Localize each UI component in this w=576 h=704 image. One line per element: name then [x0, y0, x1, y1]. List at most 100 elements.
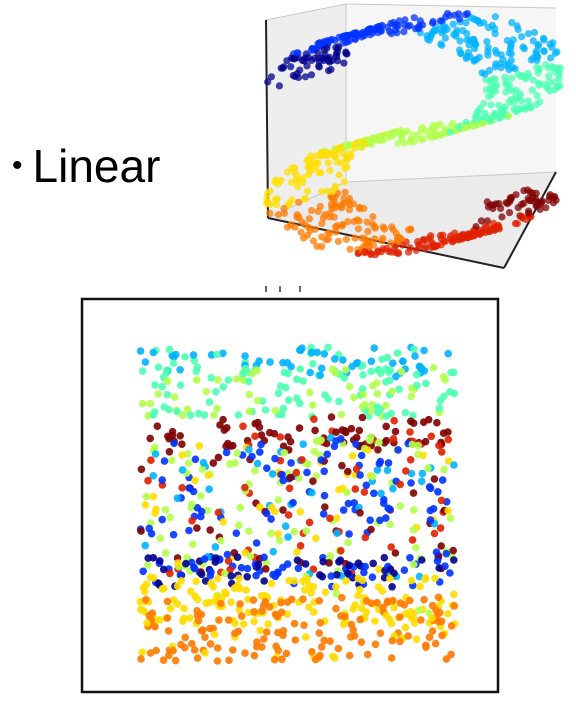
s-curve-point: [446, 128, 454, 136]
embedding-point: [442, 655, 451, 663]
bullet-label: Linear: [32, 140, 161, 192]
embedding-point: [190, 563, 198, 572]
s-curve-point: [351, 234, 359, 242]
s-curve-point: [277, 64, 285, 72]
s-curve-point: [317, 149, 325, 157]
embedding-point: [279, 404, 288, 413]
embedding-point: [358, 413, 367, 422]
s-curve-point: [488, 21, 496, 29]
embedding-point: [200, 555, 209, 563]
embedding-point: [369, 381, 377, 390]
embedding-point: [416, 363, 424, 371]
embedding-point: [409, 526, 418, 534]
s-curve-point: [463, 29, 471, 38]
s-curve-point: [513, 94, 521, 103]
embedding-point: [347, 620, 356, 629]
embedding-point: [233, 449, 241, 457]
embedding-point: [204, 471, 213, 479]
s-curve-point: [494, 221, 502, 229]
s-curve-point: [533, 101, 541, 109]
embedding-point: [374, 446, 382, 454]
embedding-point: [447, 622, 456, 630]
s-curve-point: [533, 92, 541, 100]
embedding-point: [258, 607, 266, 615]
embedding-point: [357, 604, 366, 613]
embedding-point: [357, 451, 366, 460]
embedding-point: [217, 537, 225, 545]
s-curve-point: [470, 35, 478, 44]
embedding-point: [400, 601, 409, 609]
embedding-point: [440, 465, 448, 474]
embedding-point: [371, 617, 379, 625]
embedding-point: [277, 598, 285, 607]
embedding-point: [185, 526, 193, 535]
s-curve-point: [306, 227, 314, 235]
s-curve-point: [406, 21, 414, 30]
s-curve-point: [287, 221, 295, 229]
embedding-point: [311, 655, 320, 664]
embedding-point: [286, 437, 295, 446]
s-curve-point: [322, 38, 330, 46]
embedding-point: [236, 503, 245, 512]
embedding-point: [401, 408, 410, 417]
embedding-point: [229, 646, 237, 654]
s-curve-point: [535, 79, 543, 87]
s-curve-point: [340, 178, 348, 186]
s-curve-point: [483, 223, 491, 231]
embedding-point: [397, 368, 406, 376]
s-curve-point: [524, 30, 533, 38]
s-curve-point: [505, 49, 513, 57]
embedding-point: [321, 503, 329, 511]
s-curve-point: [283, 57, 291, 65]
s-curve-point: [508, 74, 516, 82]
embedding-point: [173, 494, 182, 502]
embedding-point: [387, 654, 396, 662]
s-curve-point: [353, 216, 361, 224]
s-curve-point: [493, 49, 501, 57]
embedding-point: [142, 492, 151, 501]
embedding-point: [382, 436, 391, 445]
s-curve-point: [346, 245, 354, 253]
s-curve-point: [365, 237, 373, 245]
embedding-point: [384, 504, 393, 513]
embedding-point: [219, 415, 227, 424]
embedding-point: [149, 554, 158, 562]
embedding-point: [356, 615, 364, 624]
embedding-point: [235, 605, 243, 614]
s-curve-point: [331, 223, 340, 231]
embedding-point: [373, 466, 382, 474]
s-curve-point: [470, 122, 479, 130]
s-curve-point: [301, 54, 309, 62]
embedding-point: [315, 597, 324, 605]
s-curve-point: [295, 198, 303, 206]
embedding-point: [341, 612, 349, 621]
embedding-point: [413, 381, 421, 390]
embedding-point: [166, 513, 174, 522]
s-curve-point: [400, 139, 408, 147]
s-curve-point: [490, 83, 499, 91]
embedding-point: [261, 591, 269, 600]
embedding-point: [224, 376, 233, 384]
s-curve-point: [474, 17, 482, 25]
embedding-point: [434, 488, 442, 496]
embedding-point: [430, 529, 439, 538]
embedding-point: [305, 518, 314, 527]
s-curve-point: [475, 229, 483, 237]
s-curve-point: [351, 35, 359, 43]
s-curve-point: [299, 178, 307, 187]
s-curve-point: [484, 93, 493, 101]
embedding-point: [138, 648, 147, 656]
embedding-point: [407, 576, 416, 585]
embedding-point: [296, 365, 305, 373]
embedding-point: [308, 488, 316, 497]
embedding-point: [212, 388, 220, 396]
embedding-point: [239, 422, 247, 431]
embedding-point: [407, 479, 415, 487]
embedding-point: [308, 648, 316, 656]
embedding-point: [296, 508, 305, 516]
embedding-point: [367, 357, 376, 366]
embedding-point: [139, 567, 147, 576]
embedding-point: [249, 596, 258, 604]
s-curve-point: [498, 213, 506, 221]
embedding-point: [178, 484, 186, 492]
